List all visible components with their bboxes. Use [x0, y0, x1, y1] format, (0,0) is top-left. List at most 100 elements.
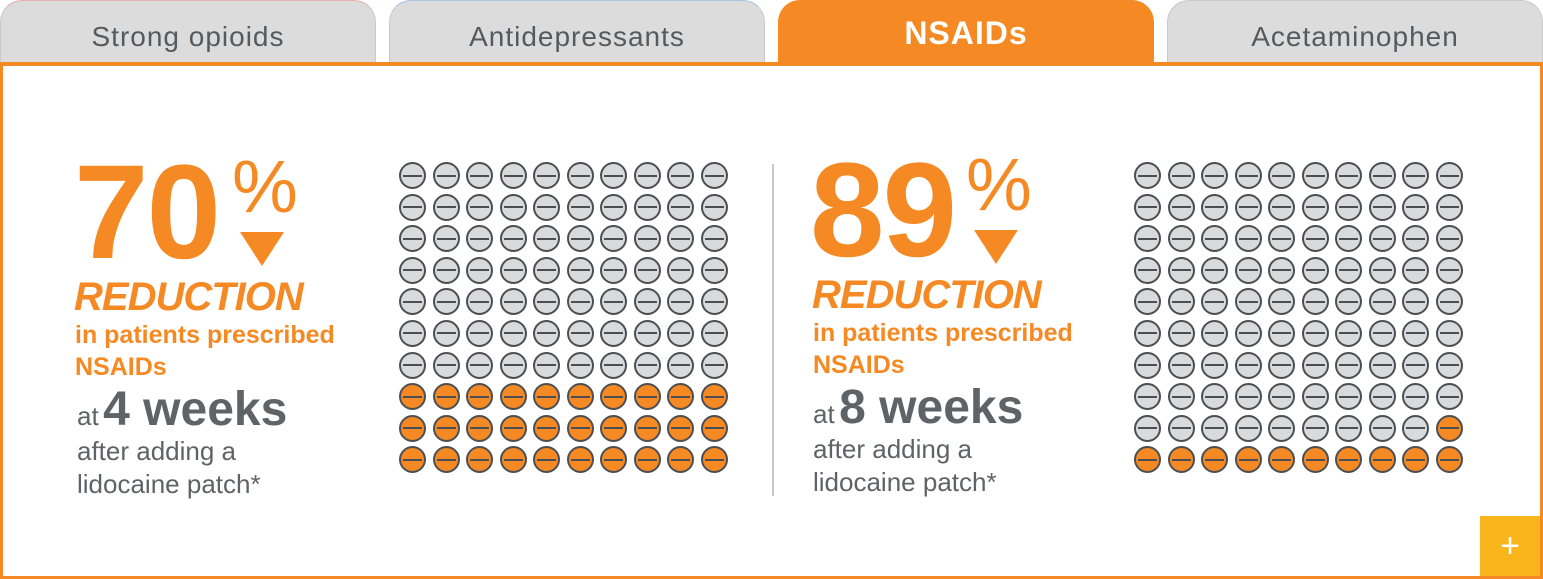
patient-dot	[1301, 256, 1329, 284]
patient-dot-filled	[533, 383, 560, 411]
patient-dot	[1167, 383, 1195, 411]
patient-dot	[1268, 383, 1295, 411]
patient-dot	[1201, 256, 1228, 284]
patient-dot	[700, 225, 728, 253]
patient-dot	[1134, 351, 1161, 379]
patient-dot-grid	[399, 162, 728, 474]
patient-dot-filled	[533, 414, 560, 442]
patient-dot	[566, 162, 594, 189]
patient-dot	[600, 193, 627, 221]
patient-dot	[466, 256, 493, 284]
patient-dot	[1234, 383, 1262, 411]
patient-dot	[1234, 256, 1262, 284]
patient-dot	[533, 319, 560, 347]
patient-dot	[700, 162, 728, 189]
patient-dot-filled	[1335, 446, 1362, 474]
patient-dot	[466, 351, 493, 379]
patient-dot-filled	[1402, 446, 1429, 474]
patient-dot	[1134, 256, 1161, 284]
patient-dot-filled	[399, 383, 426, 411]
patient-dot	[499, 351, 527, 379]
patient-dot	[566, 225, 594, 253]
patient-dot	[1167, 319, 1195, 347]
patient-dot	[600, 162, 627, 189]
patient-dot-filled	[466, 446, 493, 474]
patient-dot	[1234, 193, 1262, 221]
patient-dot	[1134, 414, 1161, 442]
patient-dot	[1268, 351, 1295, 379]
patient-dot	[1234, 414, 1262, 442]
patient-dot	[1335, 414, 1362, 442]
patient-dot	[1134, 193, 1161, 221]
patient-dot	[399, 351, 426, 379]
patient-dot-filled	[600, 446, 627, 474]
tab-acetaminophen[interactable]: Acetaminophen	[1167, 0, 1543, 62]
patient-dot	[1167, 162, 1195, 189]
patient-dot	[1301, 351, 1329, 379]
patient-dot-filled	[1268, 446, 1295, 474]
patient-dot-filled	[667, 383, 694, 411]
patient-dot	[600, 225, 627, 253]
patient-dot	[1402, 319, 1429, 347]
patient-dot	[1301, 162, 1329, 189]
subtitle: in patients prescribed NSAIDs	[75, 319, 375, 383]
patient-dot	[432, 162, 460, 189]
patient-dot	[1435, 193, 1463, 221]
patient-dot	[1368, 162, 1396, 189]
patient-dot	[499, 319, 527, 347]
patient-dot	[1368, 414, 1396, 442]
patient-dot	[1167, 351, 1195, 379]
tab-strong-opioids[interactable]: Strong opioids	[0, 0, 376, 62]
patient-dot	[399, 319, 426, 347]
patient-dot	[432, 288, 460, 316]
patient-dot-filled	[1201, 446, 1228, 474]
patient-dot	[667, 256, 694, 284]
expand-button[interactable]: +	[1480, 516, 1540, 576]
patient-dot-filled	[466, 414, 493, 442]
patient-dot	[1301, 225, 1329, 253]
patient-dot	[1134, 288, 1161, 316]
patient-dot	[1402, 225, 1429, 253]
plus-icon: +	[1500, 527, 1520, 565]
tab-nsaids[interactable]: NSAIDs	[778, 0, 1154, 62]
after-line: after adding a	[77, 436, 237, 466]
patient-dot	[1301, 288, 1329, 316]
after-line: lidocaine patch*	[813, 467, 997, 497]
patient-dot	[1368, 383, 1396, 411]
patient-dot	[1335, 288, 1362, 316]
patient-dot	[1301, 319, 1329, 347]
patient-dot	[1368, 288, 1396, 316]
time-line: at 8 weeks	[813, 380, 1023, 435]
patient-dot	[1402, 383, 1429, 411]
patient-dot	[432, 256, 460, 284]
time-line: at 4 weeks	[77, 382, 287, 437]
patient-dot	[1201, 319, 1228, 347]
patient-dot	[566, 319, 594, 347]
patient-dot	[1335, 319, 1362, 347]
patient-dot-filled	[466, 383, 493, 411]
patient-dot	[1268, 256, 1295, 284]
patient-dot	[1167, 414, 1195, 442]
patient-dot-filled	[633, 414, 661, 442]
tab-antidepressants[interactable]: Antidepressants	[389, 0, 765, 62]
patient-dot	[633, 193, 661, 221]
patient-dot	[1301, 193, 1329, 221]
patient-dot-filled	[432, 383, 460, 411]
patient-dot	[1201, 414, 1228, 442]
patient-dot	[1134, 225, 1161, 253]
patient-dot	[399, 193, 426, 221]
patient-dot	[600, 319, 627, 347]
patient-dot	[533, 225, 560, 253]
patient-dot	[1201, 383, 1228, 411]
patient-dot	[1301, 414, 1329, 442]
patient-dot	[399, 288, 426, 316]
patient-dot	[667, 225, 694, 253]
patient-dot	[1201, 351, 1228, 379]
subtitle-drug: NSAIDs	[75, 353, 167, 381]
patient-dot-filled	[1134, 446, 1161, 474]
patient-dot-filled	[700, 383, 728, 411]
patient-dot-filled	[432, 446, 460, 474]
weeks-label: 4 weeks	[103, 383, 288, 436]
patient-dot	[432, 225, 460, 253]
patient-dot	[566, 288, 594, 316]
